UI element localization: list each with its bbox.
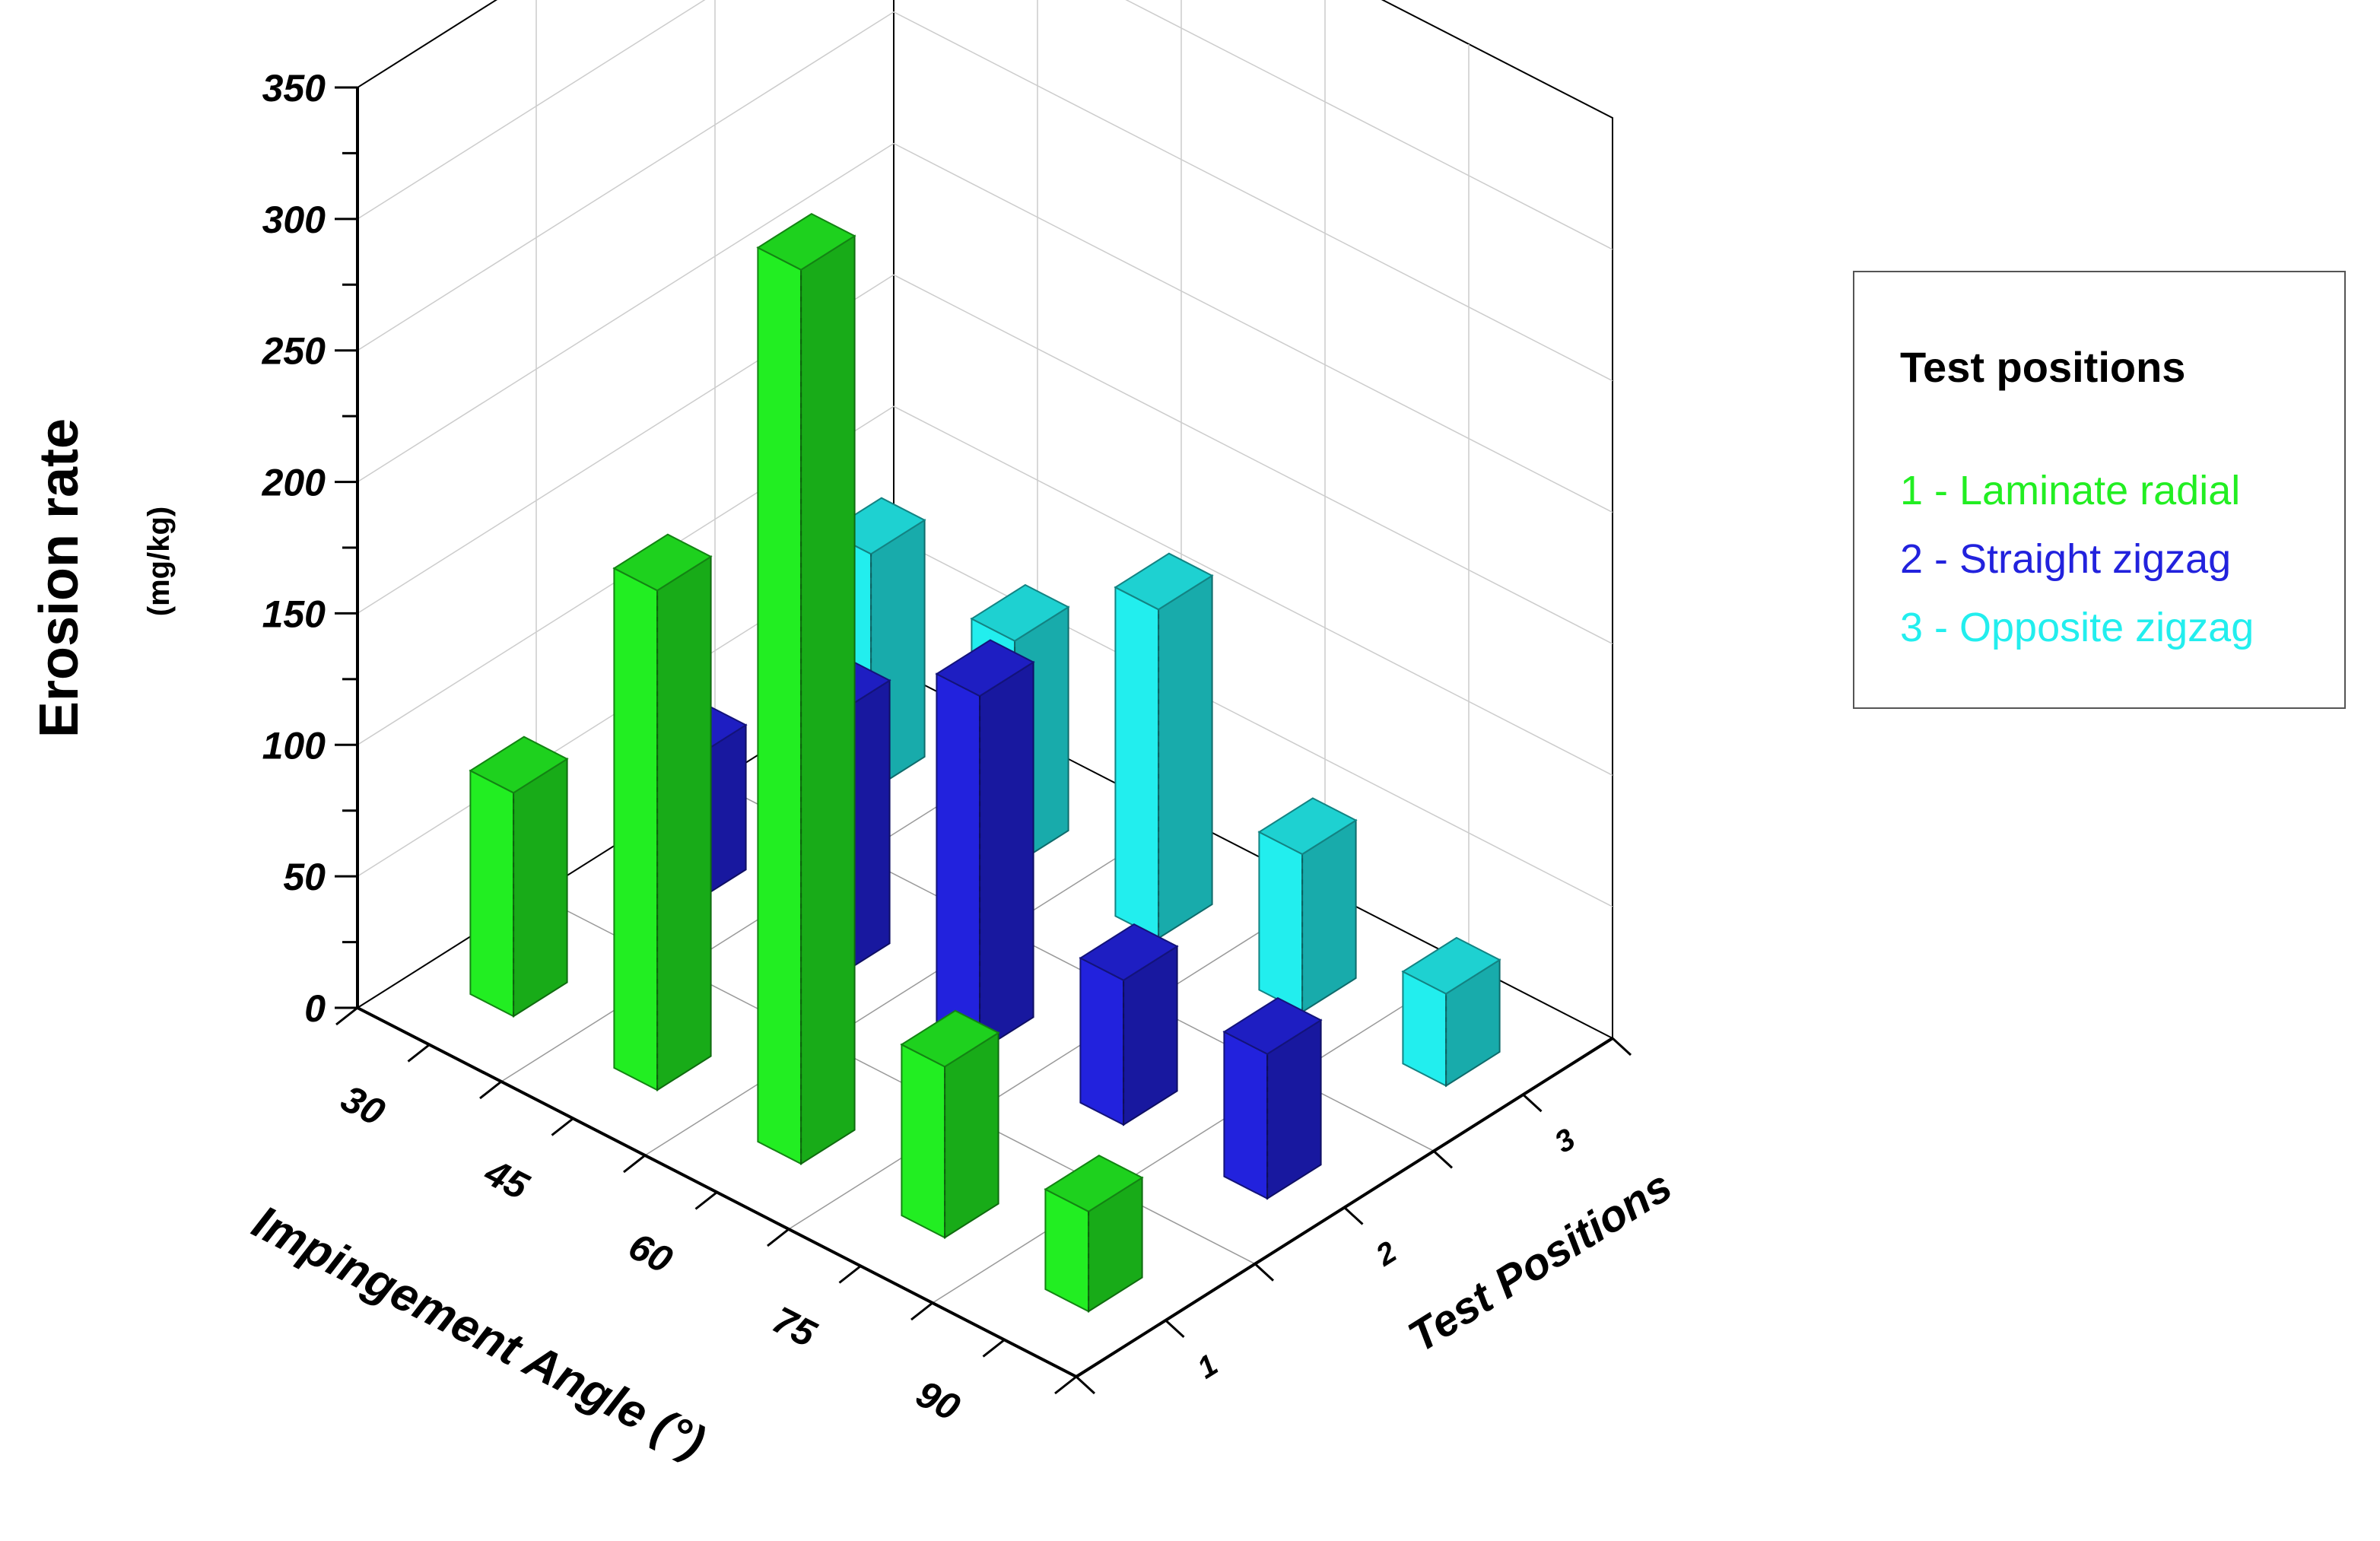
x-tick bbox=[838, 1265, 862, 1284]
x-tick bbox=[767, 1228, 790, 1247]
legend-item-straight-zigzag: 2 - Straight zigzag bbox=[1900, 536, 2232, 582]
position-tick-label: 3 bbox=[1549, 1123, 1581, 1160]
chart-axes bbox=[335, 86, 1632, 1395]
bar-1-4.5 bbox=[1044, 1155, 1144, 1313]
bar-side-face bbox=[513, 757, 568, 1018]
x-tick bbox=[982, 1339, 1006, 1358]
bar-2-3.5 bbox=[1079, 923, 1179, 1126]
bar-side-face bbox=[656, 554, 712, 1091]
bar-front-face bbox=[469, 769, 515, 1018]
bar-top-face bbox=[1114, 552, 1214, 611]
z-gridline bbox=[357, 0, 1613, 250]
bar-3-2.5 bbox=[1114, 552, 1214, 940]
z-tick-label: 0 bbox=[304, 987, 326, 1030]
chart-bars bbox=[469, 212, 1501, 1313]
position-tick bbox=[1343, 1206, 1364, 1225]
bar-3-3.5 bbox=[1257, 797, 1358, 1014]
bar-side-face bbox=[979, 660, 1034, 1053]
position-axis-title: Test Positions bbox=[1400, 1161, 1680, 1361]
z-gridline bbox=[357, 274, 1613, 645]
bar-side-face bbox=[800, 234, 856, 1165]
x-tick bbox=[910, 1301, 933, 1321]
legend-item-laminate-radial: 1 - Laminate radial bbox=[1900, 468, 2241, 513]
position-tick bbox=[1075, 1375, 1096, 1395]
floor-gridline bbox=[932, 964, 1470, 1304]
bar-1-2.5 bbox=[756, 212, 856, 1165]
bar-front-face bbox=[1223, 1030, 1269, 1200]
x-tick bbox=[479, 1080, 502, 1100]
bar-front-face bbox=[1114, 586, 1160, 940]
z-gridline bbox=[357, 142, 1613, 513]
z-axis-unit: (mg/kg) bbox=[142, 507, 176, 616]
bar-top-face bbox=[756, 212, 856, 271]
bar-top-face bbox=[1079, 923, 1179, 981]
z-axis-title: Erosion rate bbox=[29, 418, 90, 738]
z-tick-label: 150 bbox=[262, 593, 326, 635]
bar-top-face bbox=[1401, 936, 1501, 995]
bar-top-face bbox=[1044, 1155, 1144, 1212]
legend-item-opposite-zigzag: 3 - Opposite zigzag bbox=[1900, 605, 2254, 650]
bar-1-3.5 bbox=[900, 1009, 1000, 1239]
bar-top-face bbox=[1257, 797, 1358, 856]
z-gridline bbox=[357, 11, 1613, 382]
bar-front-face bbox=[901, 1043, 946, 1239]
bar-top-face bbox=[1222, 996, 1323, 1055]
bar-front-face bbox=[757, 246, 802, 1165]
floor-gridline bbox=[644, 816, 1182, 1156]
bar-front-face bbox=[1079, 956, 1125, 1126]
bar-2-4.5 bbox=[1222, 996, 1323, 1200]
legend: Test positions 1 - Laminate radial 2 - S… bbox=[1853, 271, 2346, 709]
bar-front-face bbox=[1258, 831, 1304, 1014]
x-tick bbox=[1054, 1375, 1077, 1395]
z-tick-label: 200 bbox=[262, 462, 326, 504]
z-tick-label: 350 bbox=[262, 67, 326, 110]
bar-top-face bbox=[900, 1009, 1000, 1068]
x-tick bbox=[551, 1117, 574, 1136]
bar-side-face bbox=[944, 1031, 999, 1239]
x-tick-label: 60 bbox=[622, 1225, 679, 1282]
x-tick-label: 75 bbox=[766, 1298, 824, 1356]
bar-1-1.5 bbox=[612, 533, 713, 1091]
x-tick bbox=[335, 1006, 358, 1026]
back-wall-right bbox=[893, 0, 1613, 1040]
z-tick-label: 100 bbox=[262, 724, 326, 767]
z-tick-label: 300 bbox=[262, 199, 326, 241]
bar-top-face bbox=[935, 639, 1035, 697]
bar-front-face bbox=[613, 567, 659, 1091]
bar-2-2.5 bbox=[935, 639, 1035, 1053]
position-tick bbox=[1432, 1150, 1454, 1169]
bar-top-face bbox=[970, 583, 1070, 642]
position-tick bbox=[1611, 1037, 1632, 1056]
floor-gridline bbox=[788, 890, 1326, 1230]
bar-front-face bbox=[936, 672, 981, 1053]
legend-title: Test positions bbox=[1900, 343, 2186, 391]
bar-top-face bbox=[612, 533, 713, 592]
x-tick bbox=[694, 1191, 718, 1210]
position-tick bbox=[1254, 1263, 1275, 1282]
x-tick-label: 30 bbox=[335, 1077, 392, 1134]
bar-3-4.5 bbox=[1401, 936, 1501, 1088]
bar-1-0.5 bbox=[469, 736, 569, 1018]
position-tick bbox=[1165, 1319, 1185, 1338]
z-tick-label: 50 bbox=[283, 856, 326, 898]
z-tick-label: 250 bbox=[262, 330, 326, 373]
x-tick bbox=[407, 1044, 431, 1063]
position-tick-label: 1 bbox=[1192, 1348, 1224, 1385]
x-tick-label: 90 bbox=[910, 1372, 967, 1429]
position-tick bbox=[1522, 1094, 1543, 1113]
bar-top-face bbox=[469, 736, 569, 794]
x-tick bbox=[623, 1154, 646, 1174]
bar-side-face bbox=[1158, 574, 1213, 940]
position-tick-label: 2 bbox=[1370, 1235, 1403, 1273]
x-tick-label: 45 bbox=[478, 1150, 536, 1208]
